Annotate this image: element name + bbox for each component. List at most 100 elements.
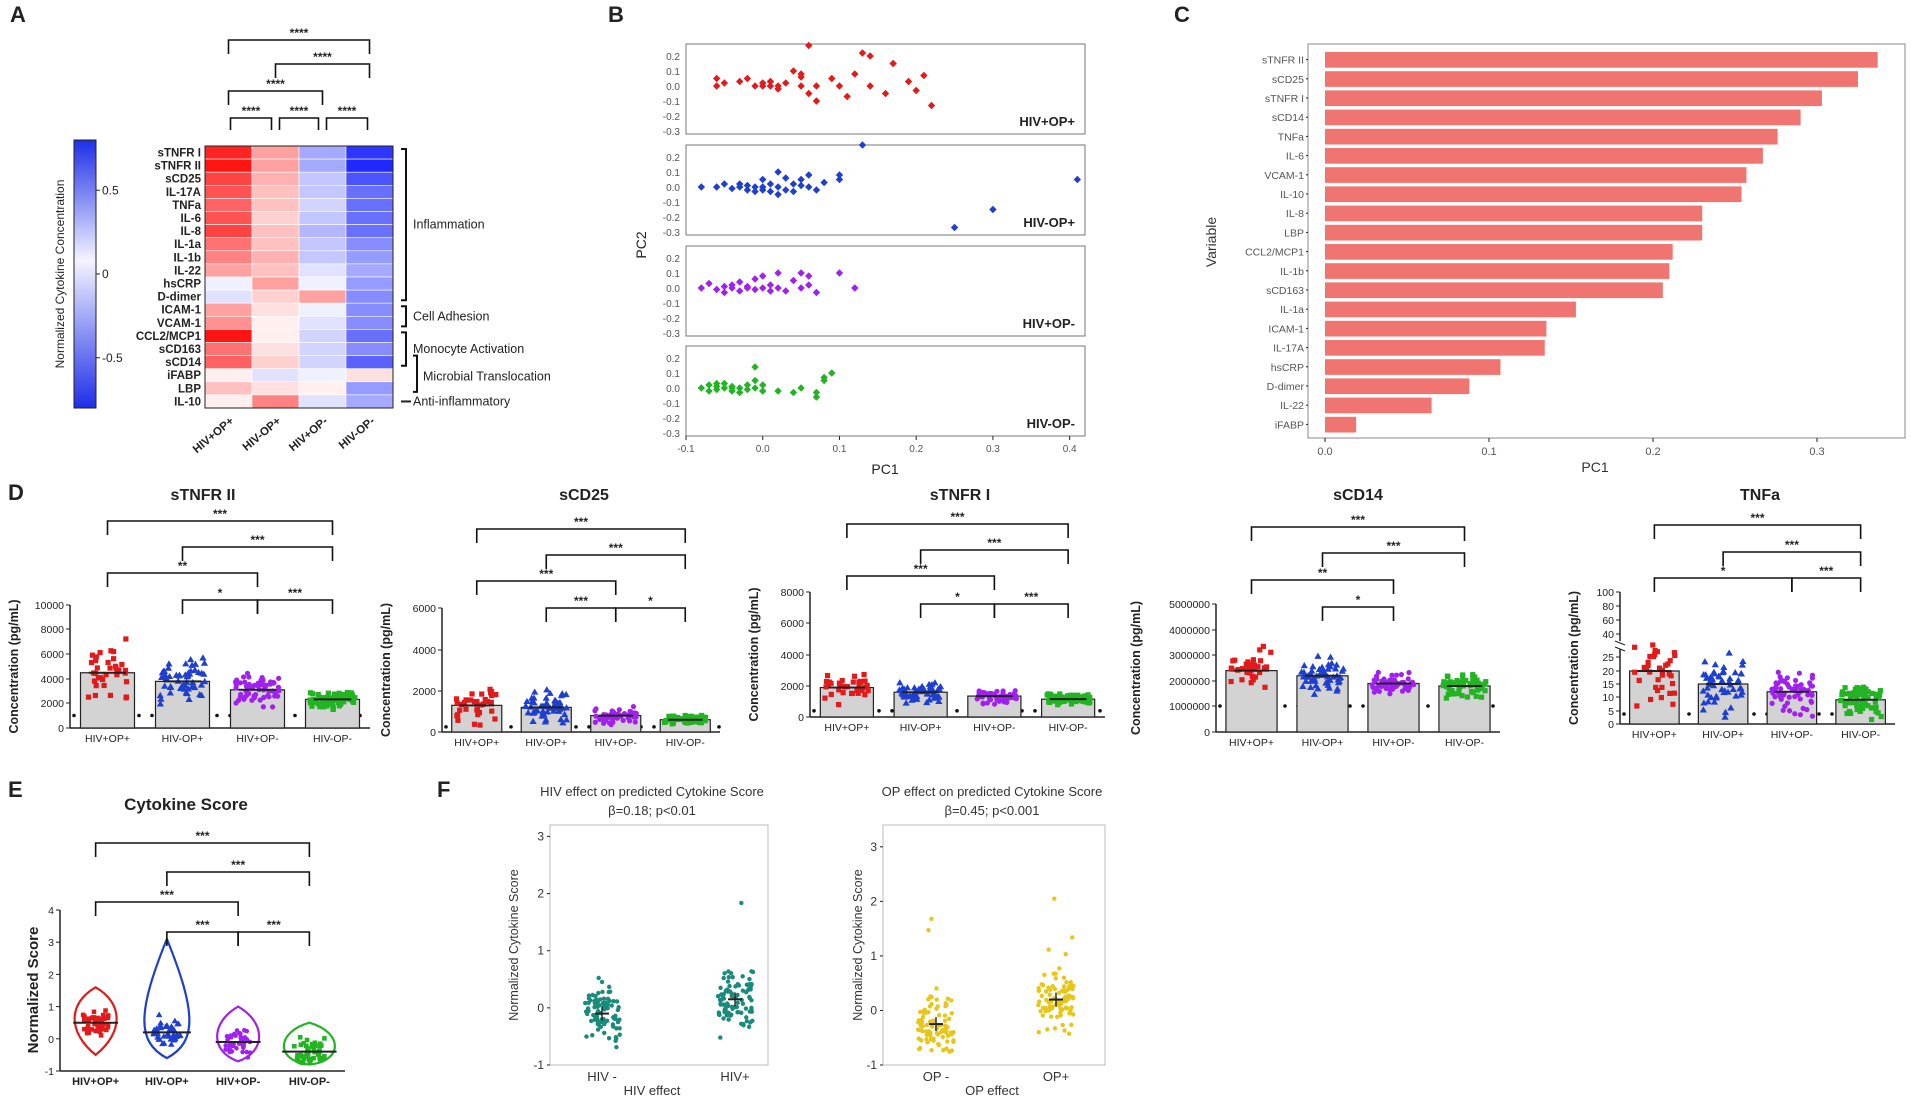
panel-letter-F: F <box>437 777 450 802</box>
data-point <box>166 689 174 696</box>
data-point <box>101 1016 107 1022</box>
pca-point <box>782 287 790 295</box>
data-point <box>1065 1006 1070 1011</box>
data-point <box>747 976 752 982</box>
data-point <box>931 1038 936 1043</box>
data-point <box>240 1044 246 1050</box>
data-point <box>924 1037 929 1042</box>
data-point <box>329 700 335 706</box>
data-point <box>1655 677 1661 683</box>
pca-point <box>1073 175 1082 184</box>
barh-category-label: sCD25 <box>1272 74 1304 86</box>
x-tick-label: OP+ <box>1043 1069 1069 1084</box>
data-point <box>1335 674 1344 681</box>
data-point <box>1470 679 1477 686</box>
pca-point <box>712 74 721 83</box>
data-point <box>583 1009 589 1014</box>
sig-bracket <box>475 528 687 543</box>
sig-bracket <box>475 580 617 595</box>
pca-point <box>950 223 959 232</box>
x-tick-label: HIV+OP+ <box>824 722 869 734</box>
heat-cell <box>204 263 253 278</box>
data-point <box>601 1003 607 1008</box>
y-tick-label: 8000 <box>41 624 65 636</box>
data-point <box>1852 700 1858 706</box>
plot-title: sTNFR II <box>171 487 236 504</box>
data-point <box>112 663 119 669</box>
x-tick-label: HIV-OP- <box>1049 722 1089 734</box>
group-label: Inflammation <box>413 218 485 232</box>
data-point <box>89 1027 95 1032</box>
x-tick-label: 0.0 <box>1317 446 1332 458</box>
data-point <box>749 1007 754 1013</box>
data-point <box>856 682 862 688</box>
heat-cell <box>251 276 300 291</box>
data-point <box>1839 689 1845 695</box>
heat-cell <box>298 342 347 356</box>
x-tick-label: HIV-OP- <box>1445 737 1485 749</box>
x-tick-label: HIV+OP+ <box>1632 729 1677 741</box>
data-point <box>680 716 686 722</box>
data-point <box>1636 677 1642 684</box>
data-point <box>335 695 341 701</box>
data-point <box>238 691 244 698</box>
data-point <box>292 1043 297 1049</box>
data-point <box>1069 1022 1074 1028</box>
data-point <box>1406 669 1412 676</box>
data-point <box>599 979 605 985</box>
y-tick-label: 5000000 <box>1169 599 1210 611</box>
data-point <box>1731 669 1739 676</box>
sig-bracket-label: * <box>218 586 223 600</box>
y-tick-label: 20 <box>1602 666 1614 678</box>
data-point <box>1000 688 1006 694</box>
lod-dot <box>1426 704 1430 708</box>
data-point <box>123 636 129 642</box>
sig-bracket <box>256 599 334 614</box>
data-point <box>107 692 113 699</box>
data-point <box>1257 647 1263 653</box>
barh-category-label: IL-10 <box>1280 189 1304 201</box>
heat-cell <box>251 171 300 186</box>
y-tick-label: -0.1 <box>663 97 681 108</box>
sig-bracket <box>846 523 1069 538</box>
data-point <box>1318 668 1326 676</box>
data-point <box>592 719 598 725</box>
data-point <box>1064 980 1069 985</box>
data-point <box>171 1017 179 1024</box>
y-tick-label: 0.2 <box>666 52 680 63</box>
data-point <box>614 1044 619 1050</box>
sig-bracket <box>237 931 311 946</box>
heat-cell <box>251 224 300 239</box>
data-point <box>105 1014 111 1019</box>
y-tick-label: -1 <box>45 1066 54 1078</box>
pca-point <box>782 186 790 194</box>
y-tick-label: -0.3 <box>663 228 681 239</box>
data-point <box>157 695 165 702</box>
data-point <box>1012 692 1019 699</box>
data-point <box>234 1028 240 1033</box>
sig-bracket <box>227 90 324 105</box>
data-point <box>1262 684 1268 690</box>
data-point <box>1809 692 1815 698</box>
data-point <box>586 993 592 998</box>
heat-row-label: IL-1a <box>174 239 201 251</box>
sig-bracket <box>166 871 311 886</box>
sig-bracket <box>1722 551 1862 566</box>
data-point <box>223 1043 228 1048</box>
x-tick-label: 0.2 <box>909 444 923 455</box>
data-point <box>1047 992 1052 998</box>
data-point <box>244 1037 250 1042</box>
data-point <box>521 702 530 709</box>
heat-cell <box>298 276 347 291</box>
data-point <box>1474 680 1480 686</box>
data-point <box>1456 688 1462 694</box>
data-point <box>1670 701 1676 707</box>
data-point <box>592 1017 598 1022</box>
pca-point <box>797 284 805 292</box>
heat-cell <box>345 368 394 383</box>
y-tick-label: 6000 <box>41 649 65 661</box>
data-point <box>1268 649 1274 655</box>
y-tick-label: 0.2 <box>666 254 680 265</box>
lod-dot <box>1361 704 1365 708</box>
pca-point <box>789 180 798 188</box>
